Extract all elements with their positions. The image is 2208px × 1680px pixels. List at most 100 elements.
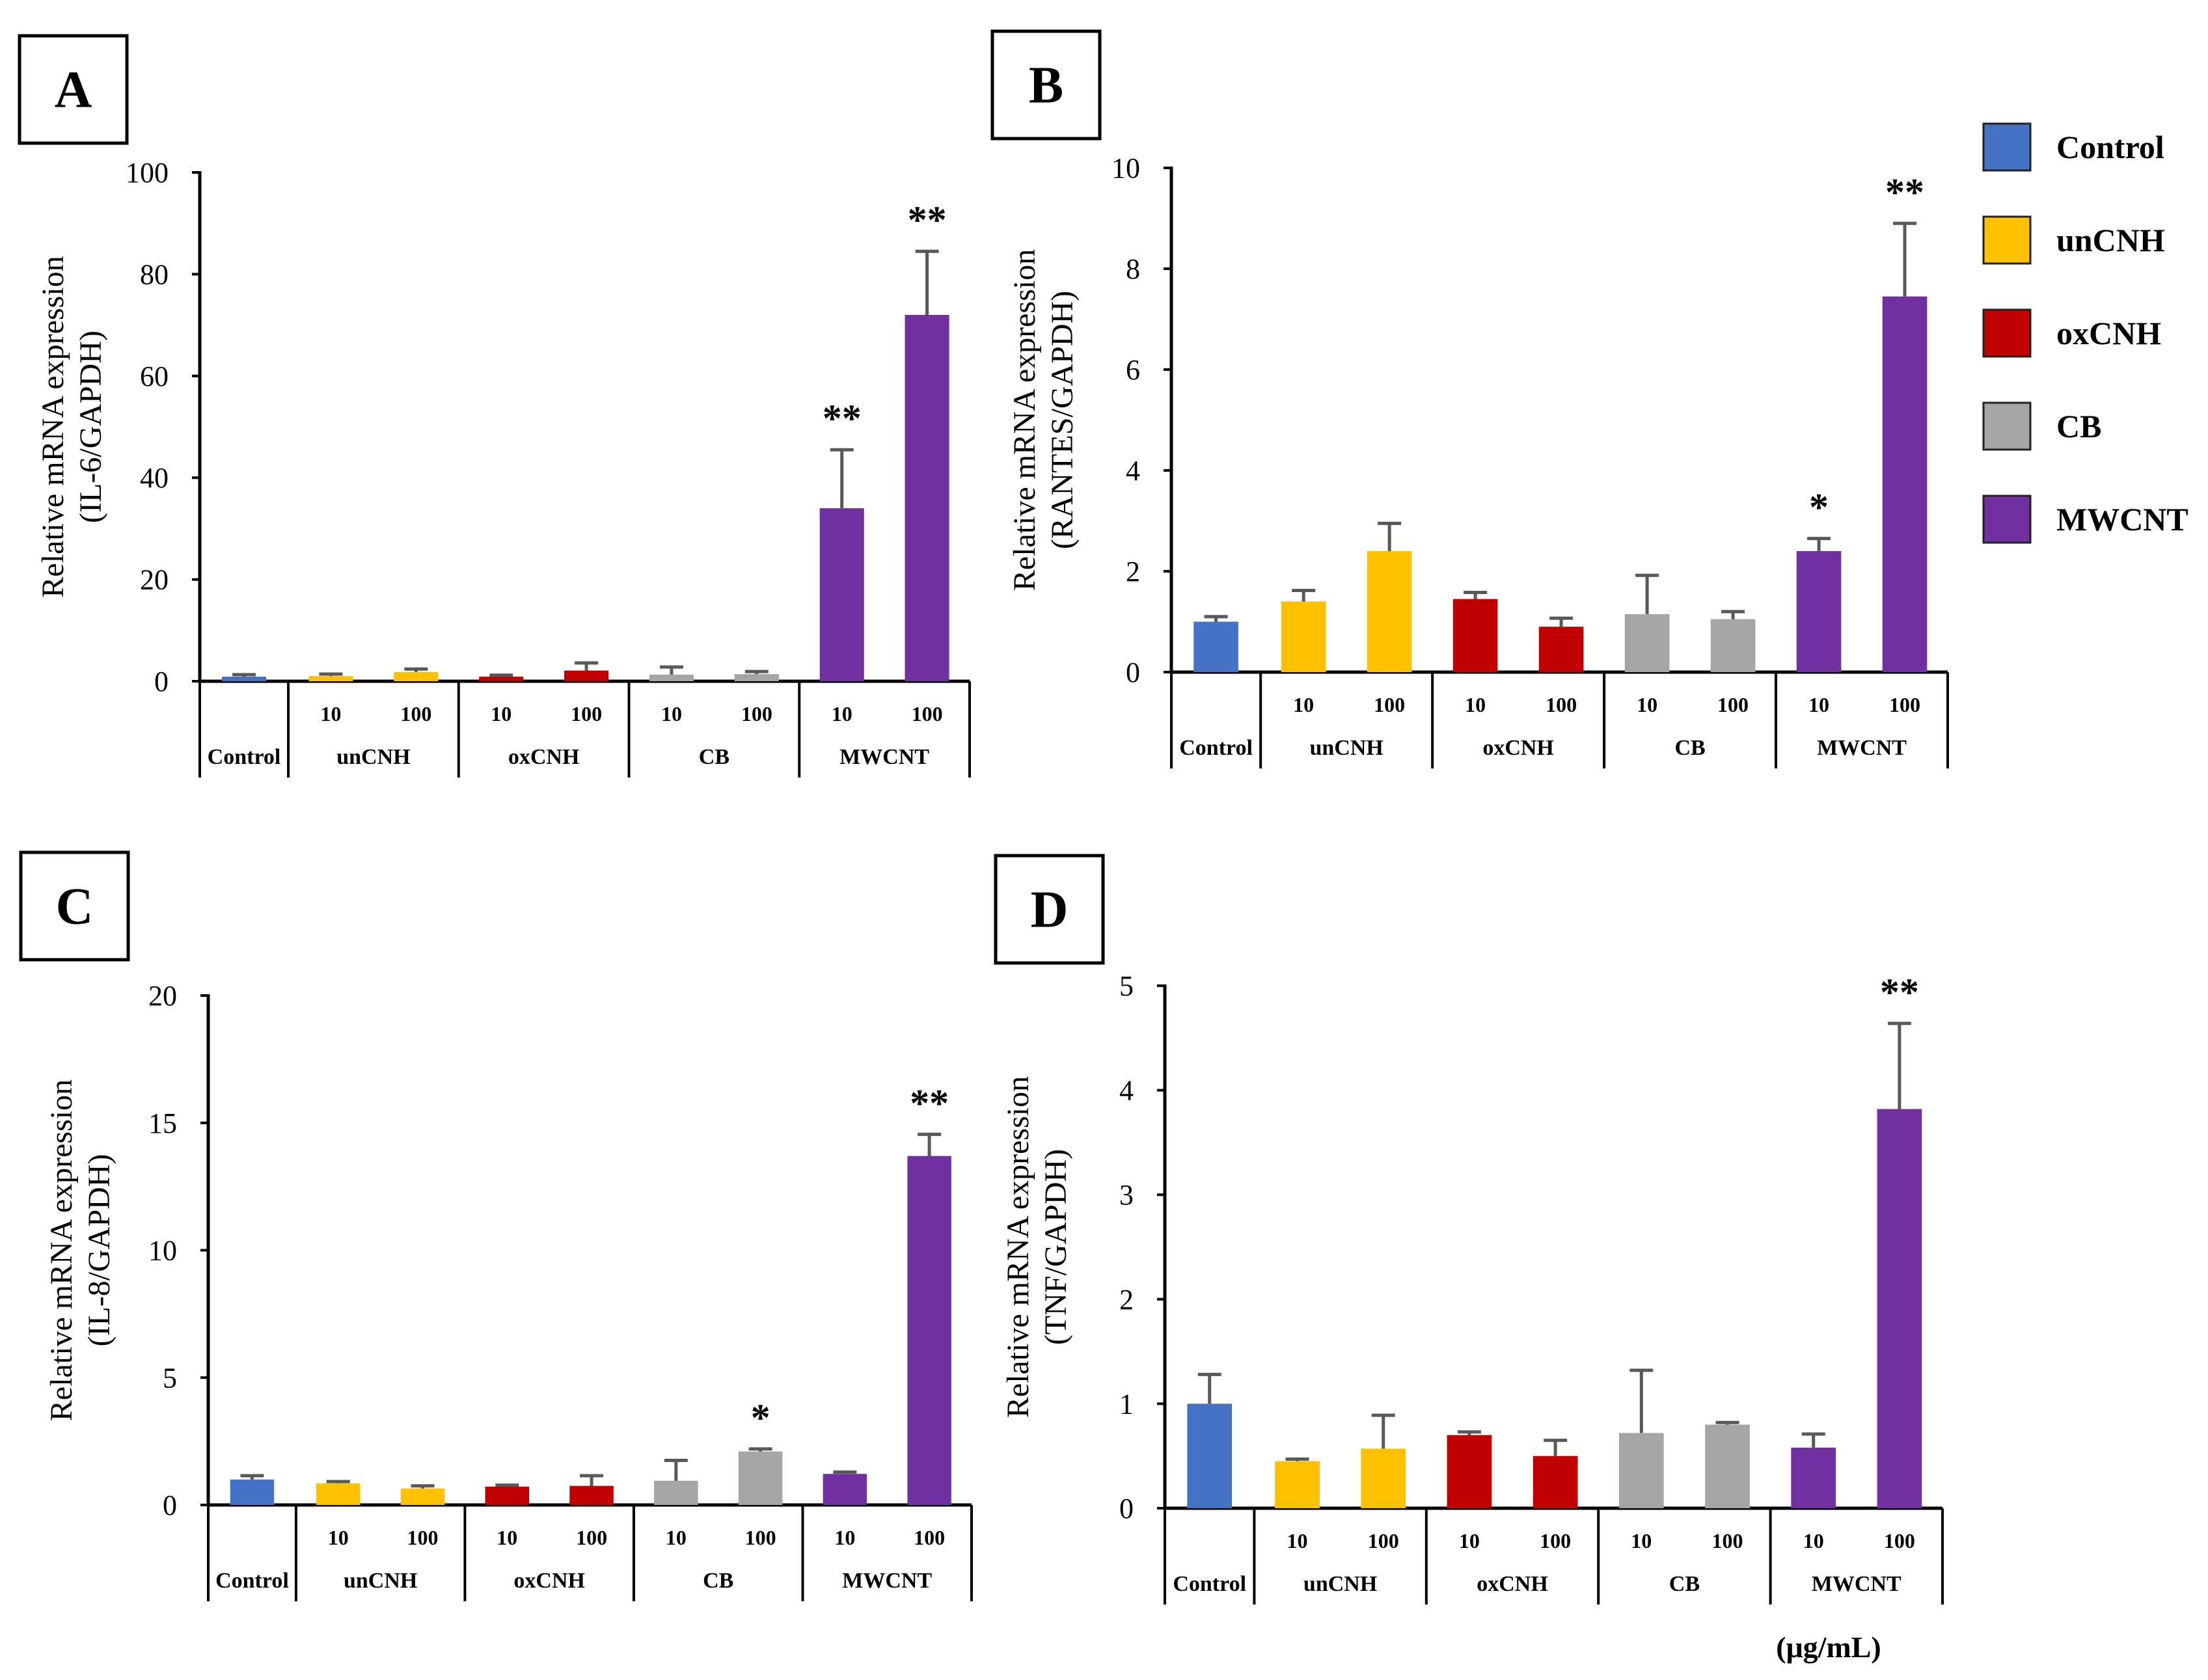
bar [1367,551,1412,672]
panel-label: D [1031,882,1069,939]
bar [485,1486,530,1505]
y-axis-label: Relative mRNA expression (IL-8/GAPDH) [44,1079,116,1421]
dose-label: 100 [1717,693,1749,716]
group-label: oxCNH [1482,736,1554,760]
bar [823,1474,867,1505]
group-label: Control [208,745,281,769]
bar [316,1483,361,1505]
bar [905,314,949,682]
group-label: CB [1669,1572,1700,1596]
bar [1447,1435,1492,1508]
dose-label: 10 [1637,693,1657,716]
y-tick-label: 2 [1119,1284,1134,1316]
bar [1361,1448,1406,1508]
dose-label: 100 [1374,693,1405,716]
y-axis-label: Relative mRNA expression (TNF/GAPDH) [1001,1076,1073,1418]
dose-label: 100 [576,1526,607,1549]
y-tick-label: 20 [140,564,169,596]
y-tick-label: 2 [1126,556,1140,588]
bar [1281,601,1326,672]
dose-label: 100 [912,702,943,725]
panel-label-box [990,29,1102,141]
y-tick-label: 0 [163,1489,177,1521]
chart-panel-c: C Relative mRNA expression (IL-8/GAPDH) 0 5 1… [19,850,973,1601]
group-label: Control [215,1569,289,1593]
dose-label: 10 [1808,693,1829,716]
group-label: oxCNH [513,1569,585,1593]
dose-label: 100 [1884,1529,1915,1552]
legend-swatch [1982,215,2032,265]
legend-swatch [1982,495,2032,544]
panel-label: A [55,62,92,119]
significance-marker: ** [1885,170,1924,213]
group-label: oxCNH [1477,1572,1548,1596]
y-tick-label: 5 [1119,970,1134,1002]
dose-label: 10 [661,702,682,725]
dose-label: 100 [1712,1529,1743,1552]
legend: Control unCNH oxCNH CB MWCNT [1982,122,2188,544]
y-tick-label: 20 [148,980,177,1012]
y-tick-label: 5 [163,1362,177,1394]
bar [221,676,267,681]
y-tick-label: 100 [126,157,169,189]
panel-label: B [1029,57,1063,115]
group-label: CB [699,745,729,769]
bar [907,1156,951,1505]
y-tick-label: 0 [154,666,169,698]
bar [654,1480,698,1505]
bar [819,508,864,681]
y-tick-label: 10 [148,1235,177,1267]
dose-label: 10 [832,702,852,725]
dose-label: 10 [1631,1529,1652,1552]
group-label: unCNH [1309,736,1383,760]
bar [230,1479,275,1505]
dose-label: 10 [491,702,511,725]
y-tick-label: 0 [1126,657,1140,688]
dose-unit-label: (μg/mL) [1776,1631,1881,1664]
dose-label: 100 [1368,1529,1399,1552]
bar [1533,1456,1578,1508]
bar [649,674,694,681]
y-tick-label: 15 [148,1107,177,1139]
panel-label: C [56,878,94,936]
bar [479,676,524,681]
group-label: CB [703,1569,733,1593]
y-axis-label: Relative mRNA expression (IL-6/GAPDH) [36,256,108,597]
dose-label: 100 [1546,693,1577,716]
dose-label: 10 [328,1526,349,1549]
group-label: CB [1674,736,1705,760]
group-label: unCNH [336,745,410,769]
y-tick-label: 4 [1126,455,1140,487]
dose-label: 10 [1287,1529,1308,1552]
bar [569,1485,614,1505]
bar [1882,296,1928,672]
group-label: MWCNT [842,1569,932,1593]
dose-label: 10 [497,1526,517,1549]
legend-swatch [1982,308,2032,358]
panel-label-box [18,34,129,145]
bar [1624,614,1670,672]
bar [1187,1403,1233,1508]
bar [308,676,353,681]
legend-label: oxCNH [2056,315,2161,351]
bar [1877,1109,1922,1508]
legend-label: Control [2056,129,2164,165]
dose-label: 100 [571,702,602,725]
significance-marker: * [1809,486,1829,529]
y-tick-label: 0 [1119,1493,1134,1524]
chart-panel-a: A Relative mRNA expression (IL-6/GAPDH) 0 20… [18,34,971,778]
bar [1193,621,1238,672]
legend-label: unCNH [2056,222,2165,258]
dose-label: 100 [400,702,431,725]
dose-label: 10 [1803,1529,1824,1552]
y-tick-label: 3 [1119,1179,1134,1211]
bar [738,1451,783,1505]
legend-label: MWCNT [2056,501,2188,537]
y-tick-label: 60 [140,360,169,392]
dose-label: 100 [407,1526,439,1549]
y-tick-label: 40 [140,462,169,494]
group-label: unCNH [344,1569,417,1593]
group-label: MWCNT [839,745,929,769]
dose-label: 100 [741,702,772,725]
